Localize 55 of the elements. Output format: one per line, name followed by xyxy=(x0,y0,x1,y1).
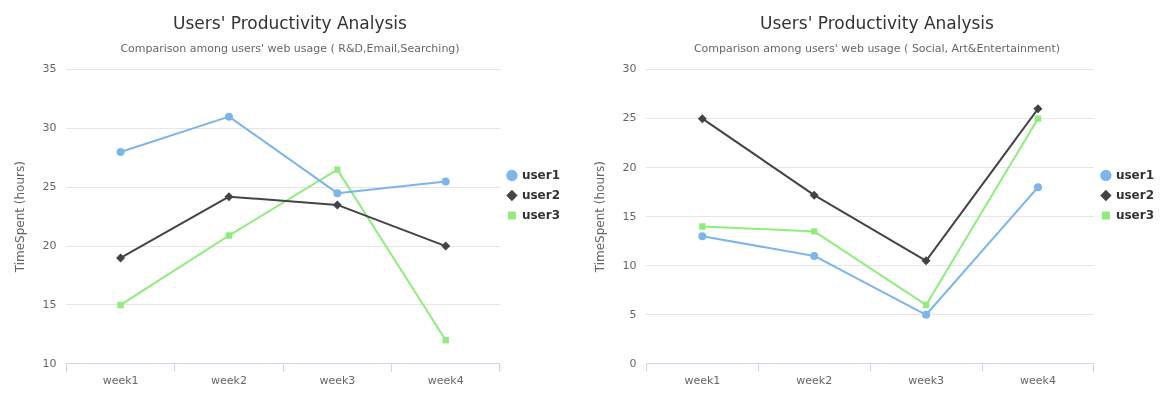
y-tick-label: 35 xyxy=(42,62,57,76)
x-tick-label: week4 xyxy=(427,374,464,388)
legend-label: user3 xyxy=(1115,207,1154,222)
chart-subtitle: Comparison among users' web usage ( Social, Art&Entertainment) xyxy=(693,41,1061,55)
chart-title: Users' Productivity Analysis xyxy=(760,12,995,33)
point xyxy=(1033,104,1043,114)
y-tick-label: 15 xyxy=(42,297,57,311)
x-tick-label: week2 xyxy=(211,374,247,388)
y-axis-title: TimeSpent (hours) xyxy=(13,161,28,274)
y-tick-label: 25 xyxy=(42,180,57,194)
x-tick-label: week4 xyxy=(1020,374,1056,388)
x-tick-label: week1 xyxy=(684,374,721,388)
legend-label: user2 xyxy=(521,187,560,202)
legend-label: user3 xyxy=(521,207,560,222)
point xyxy=(441,177,450,186)
point xyxy=(225,232,233,239)
x-tick-label: week2 xyxy=(796,374,833,388)
y-tick-label: 15 xyxy=(622,209,637,223)
point xyxy=(333,189,342,198)
point xyxy=(809,190,819,200)
legend-label: user1 xyxy=(1115,167,1154,182)
point xyxy=(1034,115,1042,122)
y-tick-label: 10 xyxy=(622,258,637,272)
point xyxy=(224,192,234,202)
point xyxy=(332,200,342,210)
y-tick-label: 20 xyxy=(622,160,637,174)
chart-subtitle: Comparison among users' web usage ( R&D,Email,Searching) xyxy=(120,41,460,55)
point xyxy=(811,228,818,235)
x-tick-label: week3 xyxy=(319,374,356,388)
point xyxy=(1033,183,1042,192)
y-tick-label: 0 xyxy=(629,356,637,370)
x-tick-label: week3 xyxy=(908,374,945,388)
y-tick-label: 10 xyxy=(42,356,57,370)
point xyxy=(441,241,451,251)
chart-title: Users' Productivity Analysis xyxy=(173,12,408,33)
legend-label: user2 xyxy=(1115,187,1154,202)
point xyxy=(334,166,341,173)
y-axis-title: TimeSpent (hours) xyxy=(593,161,608,274)
y-tick-label: 30 xyxy=(42,121,57,135)
y-tick-label: 25 xyxy=(622,111,637,125)
y-tick-label: 20 xyxy=(42,238,57,252)
point xyxy=(697,114,707,124)
point xyxy=(921,256,931,266)
point xyxy=(922,310,931,319)
point xyxy=(698,232,707,241)
point xyxy=(224,112,233,121)
point xyxy=(117,301,124,309)
x-tick-label: week1 xyxy=(102,374,139,388)
point xyxy=(116,147,125,156)
point xyxy=(699,223,706,230)
y-tick-label: 5 xyxy=(629,307,637,321)
point xyxy=(810,251,819,260)
point xyxy=(116,253,126,263)
legend-label: user1 xyxy=(521,167,560,182)
y-tick-label: 30 xyxy=(622,62,637,76)
